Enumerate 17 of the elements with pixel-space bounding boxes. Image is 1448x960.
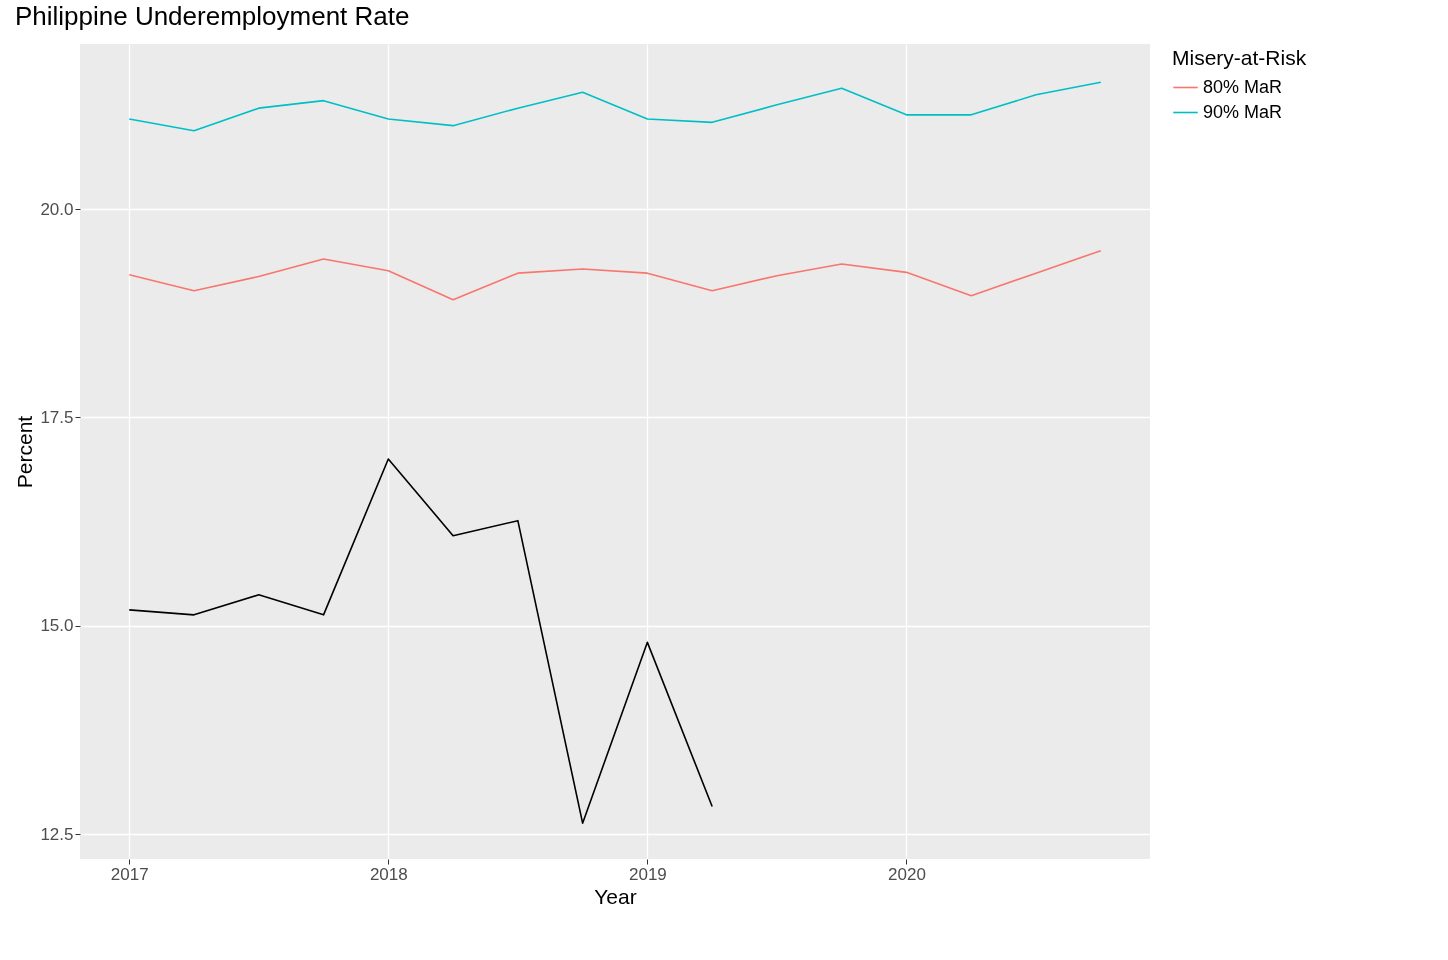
line-series	[128, 81, 1102, 132]
legend-label: 80% MaR	[1203, 76, 1283, 97]
x-axis-title: Year	[594, 884, 637, 908]
x-tick-label: 2018	[369, 864, 408, 884]
line-series	[128, 458, 713, 824]
line-series	[128, 249, 1102, 301]
chart-title: Philippine Underemployment Rate	[14, 1, 410, 31]
y-axis-title: Percent	[13, 415, 37, 489]
y-tick-label: 20.0	[40, 199, 74, 219]
x-tick-label: 2019	[628, 864, 667, 884]
y-tick-label: 12.5	[40, 824, 74, 844]
y-tick-label: 17.5	[40, 407, 74, 427]
x-tick-label: 2020	[888, 864, 926, 884]
y-tick-label: 15.0	[40, 616, 74, 636]
legend-title: Misery-at-Risk	[1172, 46, 1307, 69]
legend-label: 90% MaR	[1203, 101, 1283, 122]
x-tick-label: 2017	[110, 864, 149, 884]
